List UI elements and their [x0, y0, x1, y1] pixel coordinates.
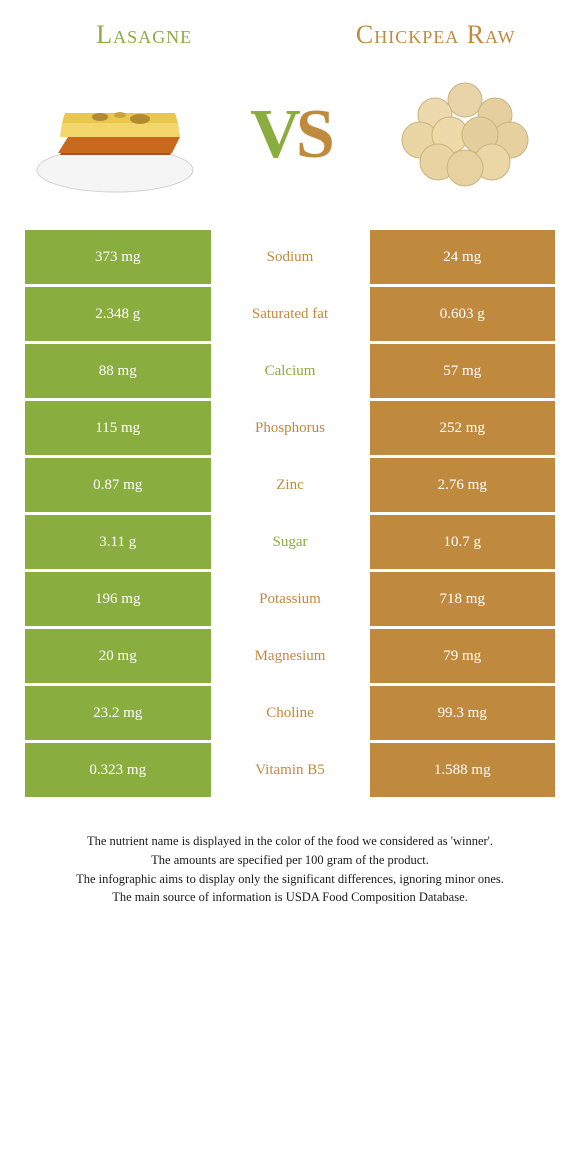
cell-label: Zinc	[214, 458, 367, 512]
footnotes: The nutrient name is displayed in the co…	[25, 832, 555, 907]
infographic-container: Lasagne Chickpea Raw VS	[0, 0, 580, 937]
table-row: 88 mgCalcium57 mg	[25, 344, 555, 398]
lasagne-image	[25, 70, 205, 200]
nutrient-table: 373 mgSodium24 mg2.348 gSaturated fat0.6…	[25, 230, 555, 797]
title-right: Chickpea Raw	[317, 20, 556, 50]
table-row: 0.87 mgZinc2.76 mg	[25, 458, 555, 512]
vs-s: S	[296, 96, 330, 173]
cell-left: 196 mg	[25, 572, 211, 626]
cell-left: 0.87 mg	[25, 458, 211, 512]
footnote-line: The infographic aims to display only the…	[25, 870, 555, 889]
images-row: VS	[25, 70, 555, 200]
cell-right: 718 mg	[370, 572, 556, 626]
table-row: 20 mgMagnesium79 mg	[25, 629, 555, 683]
table-row: 0.323 mgVitamin B51.588 mg	[25, 743, 555, 797]
table-row: 2.348 gSaturated fat0.603 g	[25, 287, 555, 341]
cell-left: 88 mg	[25, 344, 211, 398]
cell-label: Saturated fat	[214, 287, 367, 341]
chickpea-image	[375, 70, 555, 200]
table-row: 23.2 mgCholine99.3 mg	[25, 686, 555, 740]
cell-right: 1.588 mg	[370, 743, 556, 797]
cell-left: 0.323 mg	[25, 743, 211, 797]
cell-right: 57 mg	[370, 344, 556, 398]
cell-right: 252 mg	[370, 401, 556, 455]
cell-label: Phosphorus	[214, 401, 367, 455]
cell-label: Calcium	[214, 344, 367, 398]
cell-right: 99.3 mg	[370, 686, 556, 740]
cell-label: Vitamin B5	[214, 743, 367, 797]
cell-left: 20 mg	[25, 629, 211, 683]
table-row: 196 mgPotassium718 mg	[25, 572, 555, 626]
title-left: Lasagne	[25, 20, 264, 50]
cell-label: Magnesium	[214, 629, 367, 683]
cell-label: Choline	[214, 686, 367, 740]
cell-label: Potassium	[214, 572, 367, 626]
footnote-line: The amounts are specified per 100 gram o…	[25, 851, 555, 870]
cell-right: 79 mg	[370, 629, 556, 683]
cell-right: 2.76 mg	[370, 458, 556, 512]
footnote-line: The main source of information is USDA F…	[25, 888, 555, 907]
cell-left: 23.2 mg	[25, 686, 211, 740]
table-row: 3.11 gSugar10.7 g	[25, 515, 555, 569]
vs-label: VS	[250, 95, 330, 175]
table-row: 115 mgPhosphorus252 mg	[25, 401, 555, 455]
cell-left: 2.348 g	[25, 287, 211, 341]
cell-label: Sodium	[214, 230, 367, 284]
cell-left: 115 mg	[25, 401, 211, 455]
table-row: 373 mgSodium24 mg	[25, 230, 555, 284]
vs-v: V	[250, 96, 296, 173]
cell-right: 10.7 g	[370, 515, 556, 569]
footnote-line: The nutrient name is displayed in the co…	[25, 832, 555, 851]
cell-right: 24 mg	[370, 230, 556, 284]
cell-right: 0.603 g	[370, 287, 556, 341]
header-row: Lasagne Chickpea Raw	[25, 20, 555, 50]
cell-label: Sugar	[214, 515, 367, 569]
cell-left: 373 mg	[25, 230, 211, 284]
cell-left: 3.11 g	[25, 515, 211, 569]
